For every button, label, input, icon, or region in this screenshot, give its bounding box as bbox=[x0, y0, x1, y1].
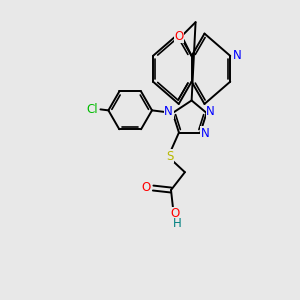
Text: N: N bbox=[233, 50, 242, 62]
Text: N: N bbox=[164, 106, 173, 118]
Text: O: O bbox=[142, 181, 151, 194]
Text: O: O bbox=[170, 207, 180, 220]
Text: O: O bbox=[174, 30, 183, 43]
Text: H: H bbox=[172, 217, 181, 230]
Text: Cl: Cl bbox=[87, 103, 98, 116]
Text: N: N bbox=[201, 127, 210, 140]
Text: N: N bbox=[206, 106, 215, 118]
Text: S: S bbox=[166, 150, 174, 163]
